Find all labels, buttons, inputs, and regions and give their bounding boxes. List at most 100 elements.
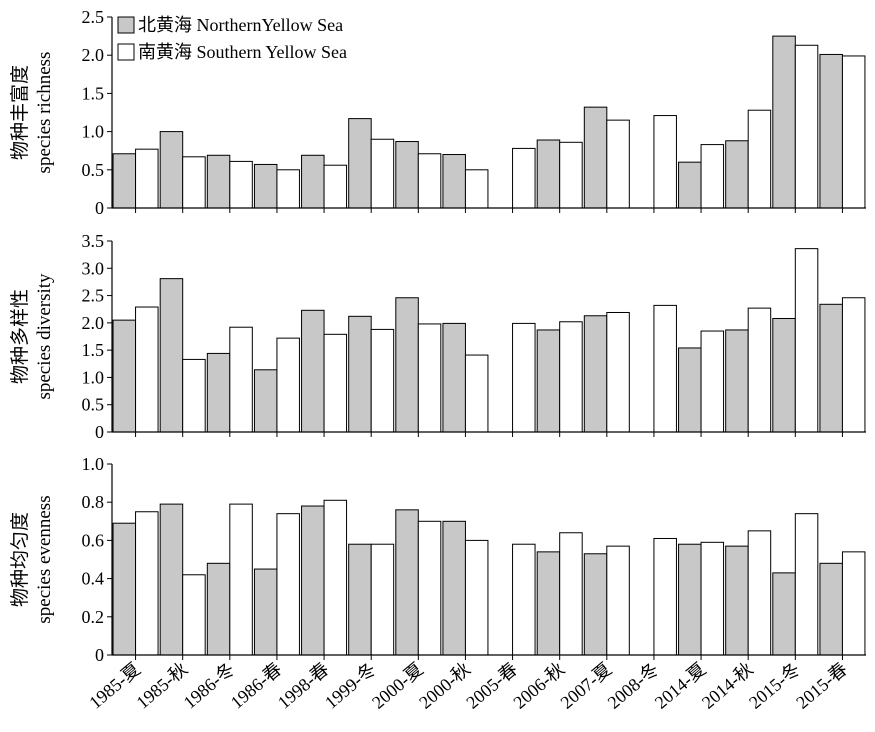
bar-panel1-series1-2015-冬	[772, 35, 796, 209]
x-tick-label: 2005-春	[462, 659, 521, 713]
bar-panel3-series2-2014-秋	[747, 530, 772, 656]
bar-panel1-series2-2008-冬	[653, 115, 677, 209]
y-tick-label: 2.5	[82, 7, 105, 27]
y-tick-label: 3.5	[82, 231, 105, 251]
x-tick-label: 2015-春	[792, 659, 851, 713]
x-tick-label: 2014-秋	[698, 659, 757, 713]
bar-panel2-series2-1985-秋	[182, 358, 206, 433]
bar-panel3-series1-2000-夏	[395, 509, 419, 656]
bar-panel2-series2-2008-冬	[653, 304, 677, 433]
bar-panel3-series1-1986-冬	[206, 562, 231, 656]
bar-panel1-series2-2000-夏	[417, 153, 442, 209]
y-tick-label: 0.6	[82, 530, 105, 550]
bar-panel2-series1-2015-冬	[772, 317, 796, 433]
bar-panel2-series2-2006-秋	[559, 321, 583, 433]
bar-panel3-series2-2015-春	[841, 551, 866, 656]
y-tick-label: 0	[95, 422, 104, 442]
bar-panel1-series2-1986-冬	[229, 160, 253, 209]
y-tick-label: 2.0	[82, 45, 105, 65]
bar-panel3-series2-2000-秋	[464, 539, 489, 656]
bar-panel1-series1-1985-夏	[112, 153, 137, 209]
x-tick-label: 2008-冬	[604, 659, 663, 713]
bar-panel2-series1-2006-秋	[536, 329, 561, 433]
bar-panel2-series1-1986-春	[253, 369, 278, 433]
bar-panel1-series2-2000-秋	[464, 169, 489, 209]
bar-panel2-series2-1998-春	[323, 333, 348, 433]
bar-panel3-series2-2005-春	[512, 543, 536, 656]
bar-panel2-series2-2000-夏	[417, 323, 442, 433]
y-axis-label-en: species diversity	[34, 273, 55, 400]
y-axis-label-cn: 物种丰富度	[9, 65, 31, 160]
bar-panel3-series1-1999-冬	[348, 543, 372, 656]
y-tick-label: 0	[95, 645, 104, 665]
bar-panel2-series2-2007-夏	[606, 311, 630, 433]
y-tick-label: 2.5	[82, 286, 105, 306]
bar-panel2-series2-2014-夏	[700, 330, 725, 433]
bar-panel3-series1-1985-秋	[159, 503, 184, 656]
y-tick-label: 1.5	[82, 340, 105, 360]
y-axis-label-en: species evenness	[34, 495, 55, 623]
x-tick-label: 2000-秋	[415, 659, 474, 713]
x-tick-label: 2000-夏	[368, 659, 427, 713]
bar-panel3-series1-1998-春	[301, 505, 325, 656]
bar-panel1-series1-1998-春	[301, 154, 325, 209]
bar-panel3-series1-2000-秋	[442, 520, 466, 656]
bar-panel3-series2-2007-夏	[606, 545, 630, 656]
bar-panel2-series2-1999-冬	[370, 328, 395, 433]
y-tick-label: 0	[95, 198, 104, 218]
bar-panel2-series2-2000-秋	[464, 354, 489, 433]
bar-panel3-series1-2014-秋	[725, 545, 749, 656]
y-tick-label: 0.8	[82, 492, 105, 512]
bar-panel2-series1-2015-春	[819, 303, 843, 433]
y-tick-label: 0.2	[82, 607, 105, 627]
x-tick-label: 2006-秋	[509, 659, 568, 713]
bar-panel1-series2-2015-春	[841, 55, 866, 209]
x-tick-label: 2015-冬	[745, 659, 804, 713]
y-tick-label: 0.5	[82, 395, 105, 415]
bar-panel3-series2-2000-夏	[417, 520, 442, 656]
legend-swatch-1	[117, 16, 135, 34]
bar-panel1-series2-1998-春	[323, 164, 348, 209]
chart-panel-1: 0 0.5 1.0 1.5 2.0 2.5 物种丰富度 species richness	[9, 7, 866, 218]
bar-panel2-series1-1998-春	[301, 309, 325, 433]
bar-panel3-series1-2014-夏	[678, 543, 702, 656]
y-tick-label: 0.4	[82, 569, 105, 589]
x-tick-label: 1985-秋	[132, 659, 191, 713]
bar-panel1-series1-2000-秋	[442, 154, 466, 209]
y-tick-label: 0.5	[82, 160, 105, 180]
bar-panel1-series1-2014-夏	[678, 161, 702, 209]
bar-panel2-series2-2014-秋	[747, 307, 772, 433]
bar-panel2-series2-1986-冬	[229, 326, 253, 433]
x-tick-label: 2007-夏	[557, 659, 616, 713]
bar-panel3-series2-2014-夏	[700, 541, 725, 656]
chart-panel-2: 0 0.5 1.0 1.5 2.0 2.5 3.0 3.5 物种多样性 species diver…	[9, 231, 866, 442]
bar-panel3-series2-1986-春	[276, 513, 300, 656]
bar-panel3-series1-2007-夏	[583, 553, 608, 656]
y-tick-label: 1.5	[82, 83, 105, 103]
bar-panel2-series1-2000-夏	[395, 297, 419, 433]
bar-panel3-series2-1999-冬	[370, 543, 395, 656]
bar-panel1-series1-1999-冬	[348, 118, 372, 209]
bar-panel2-series1-2000-秋	[442, 322, 466, 433]
bar-panel3-series2-2008-冬	[653, 537, 677, 656]
bar-panel1-series2-2015-冬	[794, 44, 819, 209]
bar-panel2-series1-2014-夏	[678, 347, 702, 433]
bar-panel1-series1-1986-春	[253, 163, 278, 209]
bar-panel2-series1-1986-冬	[206, 352, 231, 433]
bar-panel1-series1-2007-夏	[583, 106, 608, 209]
bar-panel3-series1-2015-冬	[772, 572, 796, 656]
bar-panel3-series1-1985-夏	[112, 522, 137, 656]
y-axis-label-cn: 物种均匀度	[9, 512, 31, 607]
bar-panel1-series2-1985-秋	[182, 156, 206, 209]
bar-panel2-series2-1985-夏	[135, 306, 159, 433]
bar-panel1-series2-2014-夏	[700, 144, 725, 209]
x-tick-label: 1985-夏	[85, 659, 144, 713]
x-tick-label: 2014-夏	[651, 659, 710, 713]
x-tick-label: 1999-冬	[321, 659, 380, 713]
y-tick-label: 3.0	[82, 258, 105, 278]
bar-panel3-series2-1998-春	[323, 499, 348, 656]
bar-panel3-series2-2015-冬	[794, 513, 819, 656]
bar-panel1-series2-2014-秋	[747, 109, 772, 209]
bar-panel1-series1-2015-春	[819, 53, 843, 209]
